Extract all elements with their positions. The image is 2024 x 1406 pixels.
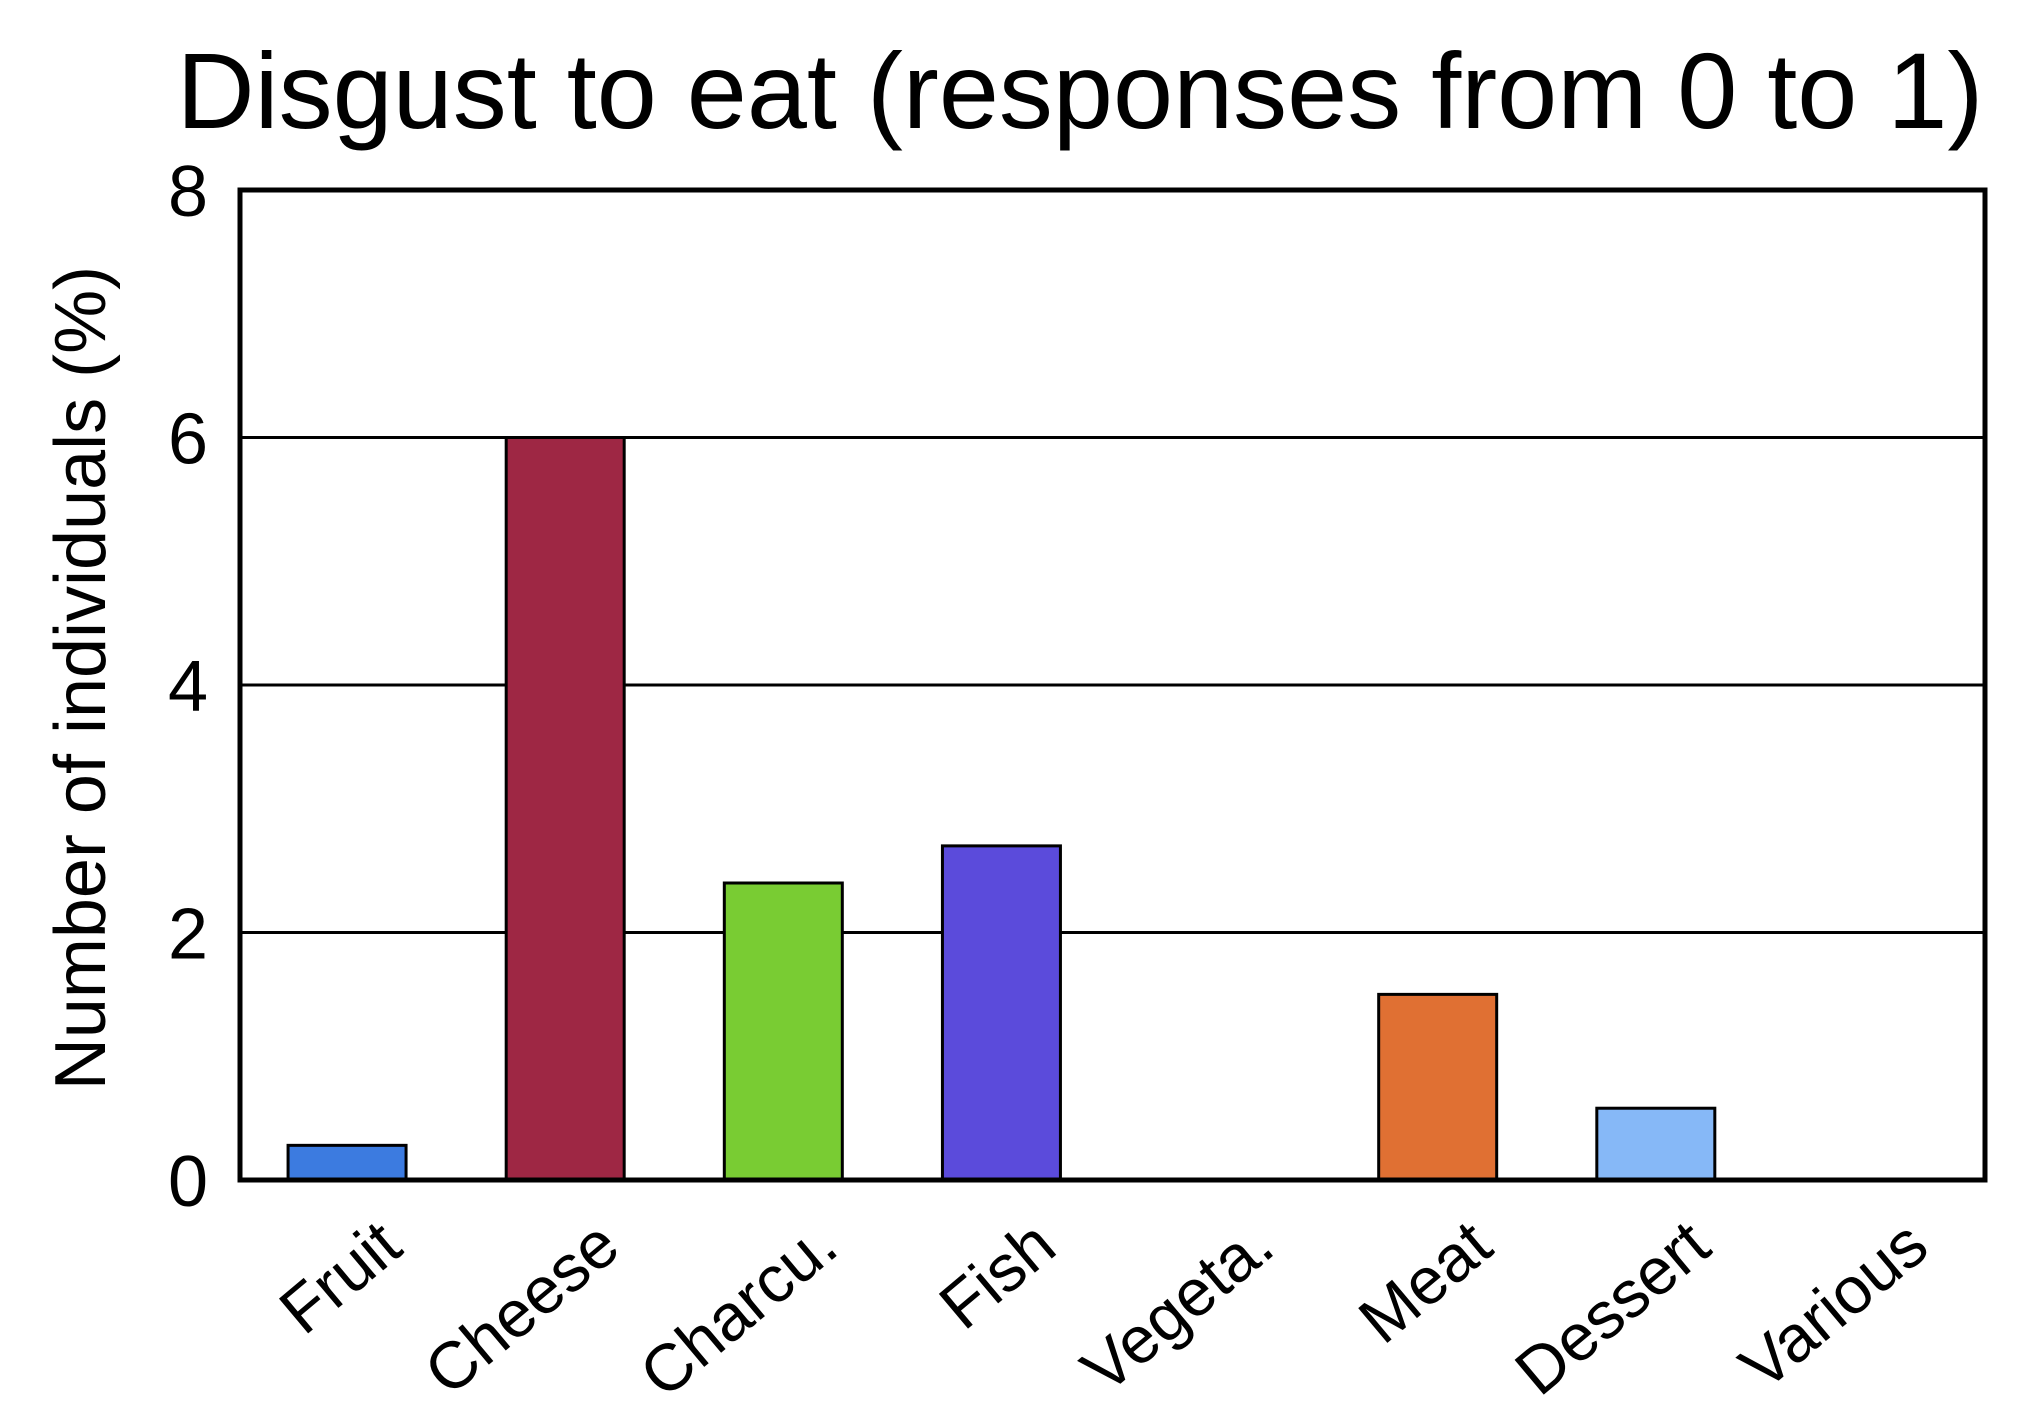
y-tick-label: 4 (168, 647, 208, 727)
chart-title: Disgust to eat (responses from 0 to 1) (177, 30, 1984, 151)
gridlines (240, 436, 1985, 934)
x-tick-label: Various (1726, 1206, 1941, 1403)
bar-meat (1377, 992, 1499, 1182)
y-tick-label: 6 (168, 400, 208, 480)
x-tick-label: Vegeta. (1067, 1206, 1286, 1406)
x-tick-label: Meat (1345, 1206, 1505, 1357)
x-tick-label: Fruit (265, 1206, 414, 1348)
bar-dessert (1595, 1106, 1717, 1182)
x-tick-label: Cheese (410, 1206, 632, 1406)
bar-charcu (722, 881, 844, 1182)
x-tick-label: Dessert (1501, 1206, 1723, 1406)
bar-fish (940, 844, 1062, 1182)
x-tick-label: Fish (925, 1206, 1068, 1343)
bar-cheese (504, 436, 626, 1182)
bars (286, 436, 1717, 1182)
y-tick-label: 8 (168, 152, 208, 232)
y-axis-label: Number of individuals (%) (41, 266, 121, 1090)
y-tick-labels: 0 2 4 6 8 (168, 152, 208, 1222)
bar-fruit (286, 1143, 408, 1182)
x-tick-label: Charcu. (626, 1206, 851, 1406)
y-tick-label: 0 (168, 1142, 208, 1222)
y-tick-label: 2 (168, 895, 208, 975)
plot-frame (237, 187, 1988, 1183)
